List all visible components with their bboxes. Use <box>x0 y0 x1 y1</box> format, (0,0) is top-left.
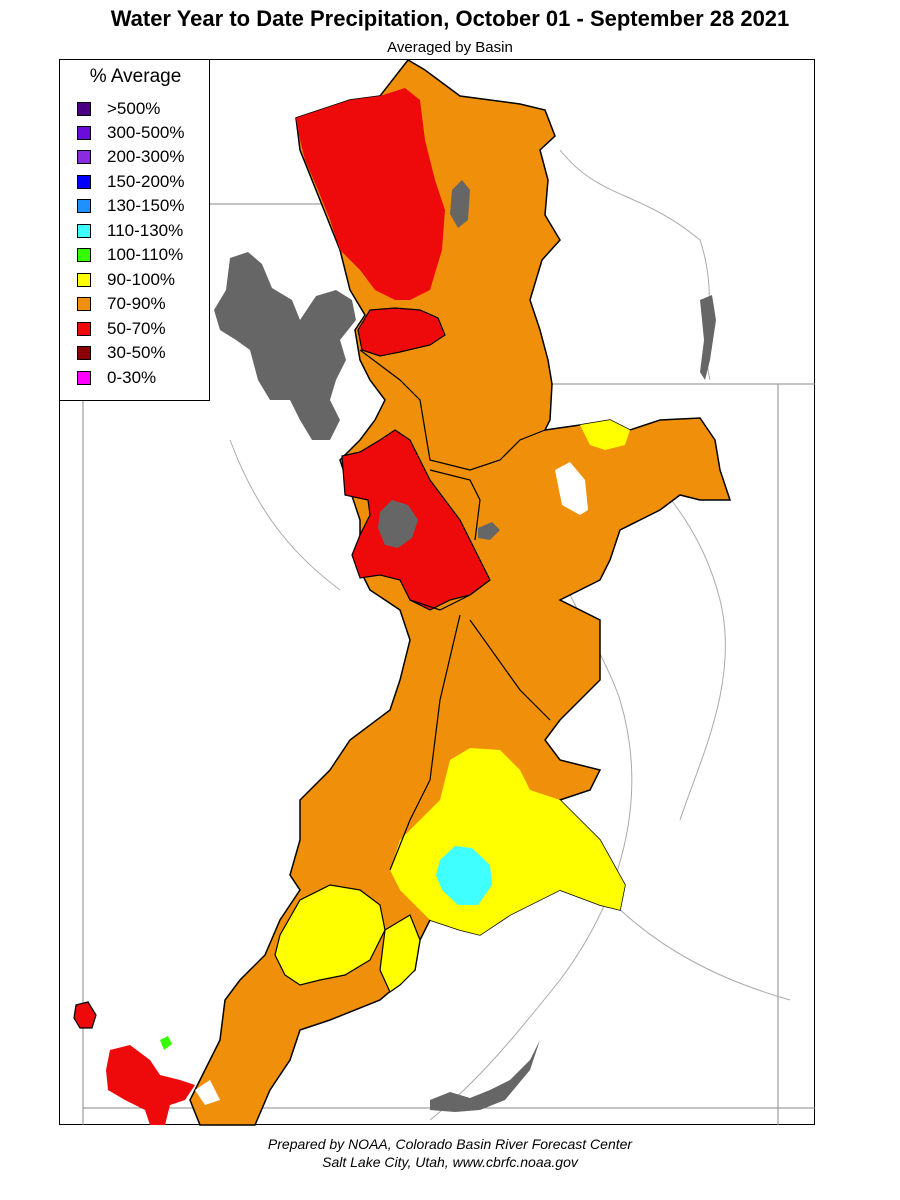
no-data-area-2 <box>195 1080 220 1105</box>
basin-110-130 <box>436 846 492 905</box>
legend-swatch <box>77 199 91 213</box>
legend-item: 130-150% <box>77 195 185 217</box>
legend-item: 30-50% <box>77 342 166 364</box>
legend-item: 110-130% <box>77 220 183 242</box>
legend-item: 90-100% <box>77 269 175 291</box>
legend: % Average >500% 300-500% 200-300% 150-20… <box>59 59 210 401</box>
legend-swatch <box>77 102 91 116</box>
legend-swatch <box>77 126 91 140</box>
legend-label: 150-200% <box>107 172 185 191</box>
credit-line-1: Prepared by NOAA, Colorado Basin River F… <box>267 1136 633 1152</box>
basin-50-70-nw-corner <box>73 1001 97 1029</box>
legend-swatch <box>77 322 91 336</box>
great-salt-lake <box>214 252 356 440</box>
map-subtitle: Averaged by Basin <box>387 39 513 56</box>
bear-lake <box>450 180 470 228</box>
basin-50-70-sw <box>106 1045 195 1125</box>
legend-label: 300-500% <box>107 123 185 142</box>
legend-label: 100-110% <box>107 245 184 264</box>
divide-3 <box>389 614 461 871</box>
river-green <box>559 149 711 381</box>
legend-label: >500% <box>107 99 161 118</box>
legend-swatch <box>77 248 91 262</box>
divide-4 <box>469 619 551 721</box>
legend-item: 0-30% <box>77 367 156 389</box>
no-data-area <box>555 462 588 515</box>
legend-swatch <box>77 346 91 360</box>
legend-swatch <box>77 175 91 189</box>
legend-label: 30-50% <box>107 343 166 362</box>
legend-label: 110-130% <box>107 221 184 240</box>
legend-item: 200-300% <box>77 146 185 168</box>
legend-label: 200-300% <box>107 147 185 166</box>
legend-item: 100-110% <box>77 244 183 266</box>
legend-label: 0-30% <box>107 368 157 387</box>
legend-swatch <box>77 150 91 164</box>
legend-swatch <box>77 371 91 385</box>
basin-100-110 <box>160 1036 172 1050</box>
legend-swatch <box>77 273 91 287</box>
basin-90-100-west <box>274 884 386 986</box>
legend-swatch <box>77 297 91 311</box>
basin-90-100-east <box>580 420 630 450</box>
legend-label: 90-100% <box>107 270 176 289</box>
divide-2 <box>409 579 491 611</box>
strawberry-reservoir <box>478 522 500 540</box>
divide-1 <box>359 349 546 471</box>
flaming-gorge <box>700 295 716 380</box>
legend-item: 50-70% <box>77 318 166 340</box>
basin-50-70-ogden <box>357 307 446 357</box>
basin-divides <box>359 349 551 871</box>
basin-50-70-north <box>296 88 445 300</box>
legend-label: 130-150% <box>107 196 185 215</box>
utah-lake <box>378 500 418 548</box>
river-sevier <box>229 439 341 591</box>
map-title: Water Year to Date Precipitation, Octobe… <box>110 6 790 31</box>
legend-item: >500% <box>77 98 160 120</box>
legend-swatch <box>77 224 91 238</box>
legend-label: 50-70% <box>107 319 166 338</box>
river-san-juan <box>609 899 791 1001</box>
divide-5 <box>429 469 481 541</box>
legend-item: 300-500% <box>77 122 185 144</box>
lake-powell <box>430 1040 540 1112</box>
basin-90-100-strip <box>379 914 421 993</box>
credit-line-2: Salt Lake City, Utah, www.cbrfc.noaa.gov <box>322 1154 578 1170</box>
legend-item: 70-90% <box>77 293 166 315</box>
legend-title: % Average <box>89 66 182 87</box>
legend-label: 70-90% <box>107 294 166 313</box>
legend-item: 150-200% <box>77 171 185 193</box>
